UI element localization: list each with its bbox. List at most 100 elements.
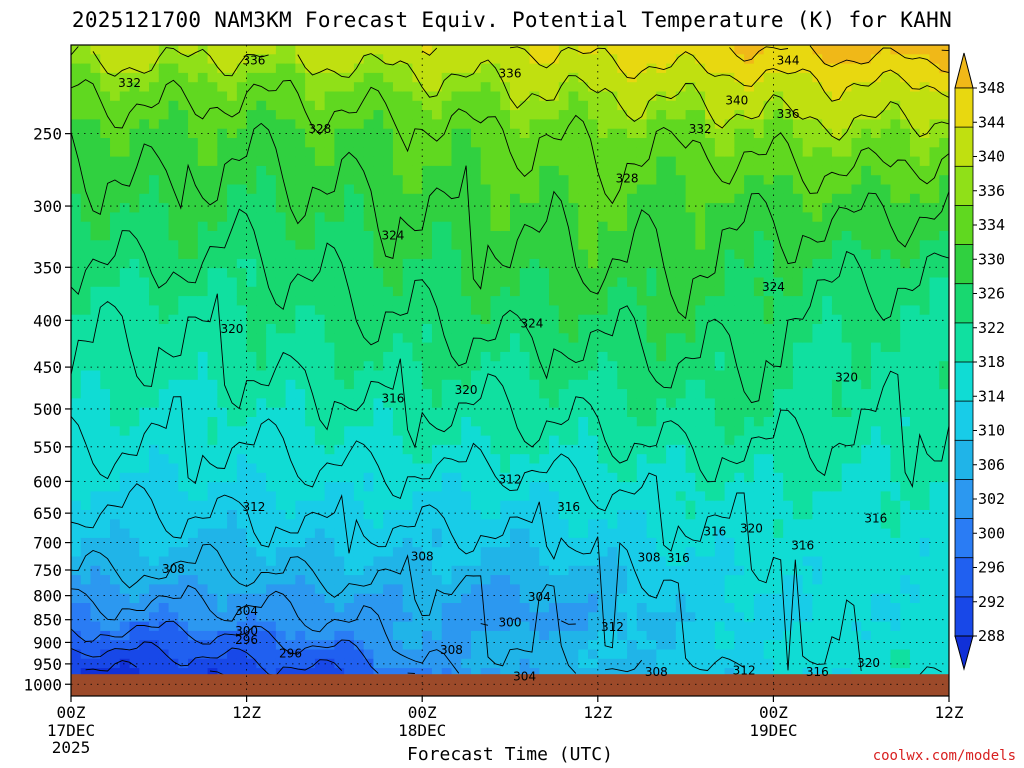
field-cell [168,324,179,334]
field-cell [490,621,501,632]
field-cell [402,110,414,120]
field-cell [227,63,238,74]
field-cell [422,324,433,334]
field-cell [412,500,423,511]
field-cell [119,603,131,613]
field-cell [256,72,267,83]
field-cell [285,398,296,409]
field-cell [753,342,765,353]
field-cell [597,519,609,530]
field-cell [539,63,550,74]
field-cell [470,389,482,399]
field-cell [480,649,492,660]
field-cell [558,417,570,427]
field-cell [266,658,277,669]
field-cell [373,128,384,139]
field-cell [217,472,228,483]
field-cell [236,379,248,390]
field-cell [227,305,238,316]
field-cell [695,426,706,437]
field-cell [685,621,696,632]
field-cell [158,184,170,195]
field-cell [675,351,687,362]
field-cell [285,565,296,576]
field-cell [734,593,745,604]
field-cell [588,240,599,251]
field-cell [549,528,560,539]
field-cell [549,193,560,204]
field-cell [178,658,189,669]
field-cell [490,537,501,548]
field-cell [578,417,589,427]
field-cell [490,593,501,604]
field-cell [695,640,706,651]
field-cell [734,472,745,483]
field-cell [266,175,277,186]
field-cell [246,640,257,651]
field-cell [383,593,394,604]
field-cell [80,658,92,669]
field-cell [344,296,355,306]
field-cell [597,621,609,632]
field-cell [392,500,404,511]
field-cell [636,649,648,660]
field-cell [71,603,82,613]
field-cell [422,240,433,251]
field-cell [305,91,316,102]
field-cell [607,91,618,102]
field-cell [470,324,482,334]
field-cell [149,314,160,325]
field-cell [178,361,189,372]
field-cell [753,231,765,241]
field-cell [363,417,375,427]
field-cell [256,463,267,474]
field-cell [422,398,433,409]
field-cell [597,268,609,279]
field-cell [139,212,150,223]
field-cell [744,463,755,474]
field-cell [207,640,218,651]
field-cell [71,649,82,660]
field-cell [344,519,355,530]
field-cell [275,491,287,502]
field-cell [724,128,735,139]
field-cell [129,119,140,130]
field-cell [558,277,570,288]
field-cell [539,221,550,232]
field-cell [412,547,423,558]
field-cell [178,286,189,297]
field-cell [490,138,501,148]
field-cell [675,175,687,186]
field-cell [149,138,160,148]
field-cell [441,128,453,139]
field-cell [266,286,277,297]
field-cell [207,165,218,176]
field-cell [110,454,121,465]
field-cell [714,165,726,176]
field-cell [100,519,111,530]
field-cell [80,500,92,511]
field-cell [568,193,579,204]
field-cell [305,175,316,186]
field-cell [139,565,150,576]
field-cell [353,72,365,83]
field-cell [383,314,394,325]
field-cell [549,147,560,158]
field-cell [568,417,579,427]
field-cell [480,268,492,279]
field-cell [266,621,277,632]
field-cell [285,640,296,651]
field-cell [168,444,179,455]
field-cell [344,128,355,139]
field-cell [266,593,277,604]
field-cell [675,165,687,176]
field-cell [236,351,248,362]
field-cell [129,435,140,446]
field-cell [666,454,677,465]
field-cell [480,296,492,306]
field-cell [480,510,492,520]
field-cell [119,147,131,158]
field-cell [178,668,189,678]
field-cell [558,426,570,437]
field-cell [227,491,238,502]
